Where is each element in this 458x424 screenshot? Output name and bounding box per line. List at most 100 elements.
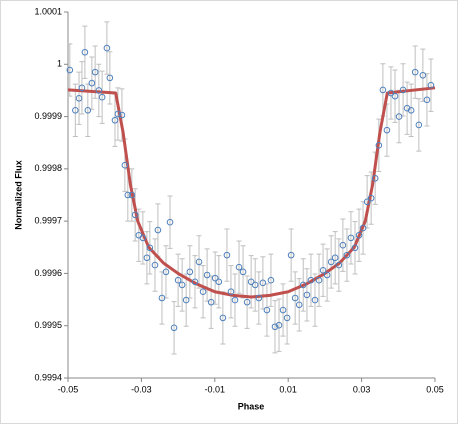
error-bar bbox=[328, 235, 334, 289]
error-bar bbox=[256, 271, 262, 325]
error-bar bbox=[152, 238, 158, 292]
data-point bbox=[235, 263, 243, 271]
data-point bbox=[88, 79, 96, 87]
data-point bbox=[291, 294, 299, 302]
error-bar bbox=[179, 258, 185, 312]
x-axis-label: Phase bbox=[238, 401, 265, 411]
data-point bbox=[75, 94, 83, 102]
data-point bbox=[118, 111, 126, 119]
data-point bbox=[247, 278, 255, 286]
error-bar bbox=[276, 298, 282, 352]
data-point bbox=[319, 266, 327, 274]
data-point bbox=[347, 234, 355, 242]
error-bar bbox=[82, 25, 88, 79]
data-point bbox=[219, 314, 227, 322]
data-point bbox=[295, 301, 303, 309]
data-point bbox=[255, 294, 263, 302]
data-point bbox=[287, 251, 295, 259]
data-point bbox=[84, 106, 92, 114]
x-tick-label: 0.05 bbox=[426, 384, 444, 394]
data-point bbox=[121, 161, 129, 169]
data-point bbox=[375, 142, 383, 149]
data-point bbox=[307, 276, 315, 284]
data-point bbox=[423, 96, 431, 104]
data-point bbox=[182, 296, 190, 304]
error-bar bbox=[92, 45, 98, 99]
error-bar bbox=[324, 248, 330, 302]
error-bar bbox=[272, 300, 278, 354]
data-point bbox=[207, 298, 215, 306]
data-point bbox=[111, 116, 119, 124]
data-point bbox=[379, 86, 387, 94]
data-point bbox=[72, 106, 79, 114]
data-point bbox=[427, 81, 435, 89]
data-point bbox=[339, 241, 347, 249]
data-point bbox=[178, 281, 186, 289]
data-point bbox=[78, 84, 86, 92]
error-bar bbox=[240, 245, 246, 299]
error-bar bbox=[228, 265, 234, 319]
error-bar bbox=[292, 271, 298, 325]
data-point bbox=[311, 296, 319, 304]
data-point bbox=[231, 296, 239, 304]
data-point bbox=[263, 306, 271, 314]
data-point bbox=[223, 251, 231, 259]
data-point bbox=[174, 276, 182, 284]
data-point bbox=[419, 71, 427, 79]
error-bar bbox=[304, 268, 310, 322]
error-bar bbox=[99, 70, 105, 124]
data-point bbox=[114, 110, 122, 118]
error-bar bbox=[72, 83, 78, 137]
y-tick-label: 0.9995 bbox=[34, 320, 62, 330]
model-line bbox=[67, 86, 436, 299]
data-point bbox=[91, 68, 99, 76]
data-point bbox=[195, 258, 203, 266]
data-point bbox=[323, 271, 331, 279]
data-point bbox=[98, 93, 106, 101]
data-point bbox=[251, 281, 259, 289]
data-point bbox=[191, 278, 199, 286]
error-bar bbox=[428, 58, 434, 112]
error-bar bbox=[416, 98, 422, 152]
y-tick-label: 0.9997 bbox=[34, 216, 62, 226]
error-bar bbox=[115, 87, 121, 141]
data-point bbox=[131, 211, 139, 219]
data-point bbox=[335, 261, 343, 269]
error-bar bbox=[248, 255, 254, 309]
error-bar bbox=[216, 255, 222, 309]
data-point bbox=[387, 89, 395, 97]
data-point bbox=[343, 251, 351, 259]
data-point bbox=[146, 244, 154, 252]
data-point bbox=[215, 278, 223, 286]
data-point bbox=[259, 279, 267, 287]
data-point bbox=[407, 106, 415, 114]
data-point bbox=[415, 121, 423, 129]
error-bar bbox=[196, 235, 202, 289]
data-point bbox=[391, 92, 399, 100]
error-bar bbox=[268, 253, 274, 307]
error-bar bbox=[76, 71, 82, 125]
data-point bbox=[363, 198, 371, 206]
data-point bbox=[275, 321, 283, 329]
y-tick-label: 1.0001 bbox=[34, 6, 62, 16]
data-point bbox=[399, 86, 407, 94]
data-point bbox=[139, 234, 147, 242]
error-bar bbox=[67, 43, 73, 97]
data-point bbox=[303, 291, 311, 299]
data-point bbox=[124, 191, 132, 199]
x-tick-label: 0.01 bbox=[279, 384, 297, 394]
data-point bbox=[203, 271, 211, 279]
data-point bbox=[81, 48, 89, 56]
y-axis-label: Normalized Flux bbox=[13, 160, 23, 230]
error-bar bbox=[171, 301, 177, 355]
error-bar bbox=[408, 83, 414, 137]
error-bar bbox=[320, 243, 326, 297]
y-tick-label: 0.9998 bbox=[34, 163, 62, 173]
data-point bbox=[211, 274, 219, 282]
y-tick-label: 1 bbox=[57, 59, 62, 69]
error-bar bbox=[107, 51, 113, 105]
data-point bbox=[395, 113, 403, 120]
error-bar bbox=[236, 240, 242, 294]
data-point bbox=[367, 194, 375, 202]
